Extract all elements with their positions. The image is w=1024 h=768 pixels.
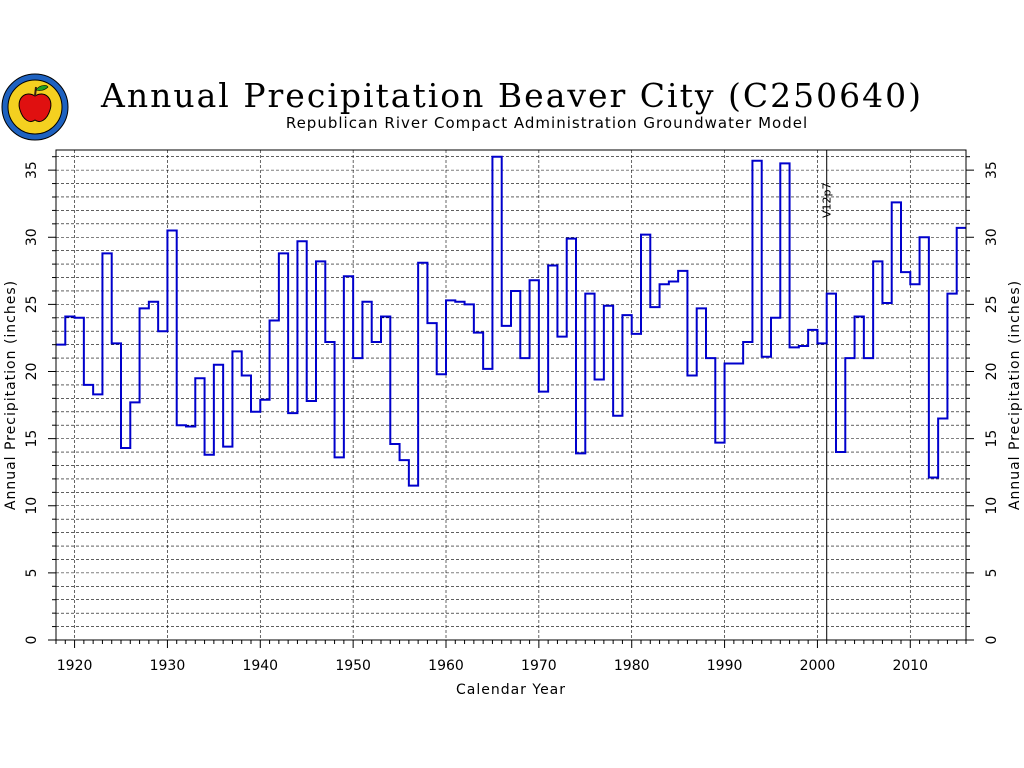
x-tick-label: 1930 [150,658,186,674]
apple-seal-logo [1,73,69,141]
y-tick-label-left: 20 [24,363,40,381]
y-tick-label-right: 30 [984,228,1000,246]
y-tick-label-left: 5 [24,568,40,577]
x-tick-label: 1940 [242,658,278,674]
y-axis-label-right: Annual Precipitation (inches) [1007,280,1023,510]
y-tick-label-left: 35 [24,161,40,179]
x-tick-label: 1920 [57,658,93,674]
x-tick-label: 1990 [707,658,743,674]
y-tick-label-right: 5 [984,568,1000,577]
y-tick-label-left: 30 [24,228,40,246]
y-tick-label-right: 0 [984,636,1000,645]
plot-frame [55,149,967,641]
x-tick-label: 2010 [892,658,928,674]
y-tick-label-right: 15 [984,430,1000,448]
y-tick-label-right: 20 [984,363,1000,381]
y-tick-label-left: 25 [24,295,40,313]
chart-subtitle: Republican River Compact Administration … [285,114,809,132]
annotation-label: V12p7 [821,182,834,218]
y-tick-label-left: 15 [24,430,40,448]
grid-lines [56,150,966,640]
axis-ticks: 1920 1930 1940 1950 1960 1970 1980 1990 2000 2010… [24,156,1000,674]
y-tick-label-left: 0 [24,636,40,645]
y-tick-label-right: 35 [984,161,1000,179]
y-tick-label-right: 10 [984,497,1000,515]
x-axis-label: Calendar Year [456,682,566,698]
y-tick-label-right: 25 [984,295,1000,313]
x-tick-label: 1980 [614,658,650,674]
x-tick-label: 1970 [521,658,557,674]
y-tick-label-left: 10 [24,497,40,515]
series-line [56,155,966,487]
x-tick-label: 2000 [800,658,836,674]
x-tick-label: 1960 [428,658,464,674]
chart-title: Annual Precipitation Beaver City (C25064… [101,76,923,115]
x-tick-label: 1950 [335,658,371,674]
y-axis-label-left: Annual Precipitation (inches) [3,280,19,510]
